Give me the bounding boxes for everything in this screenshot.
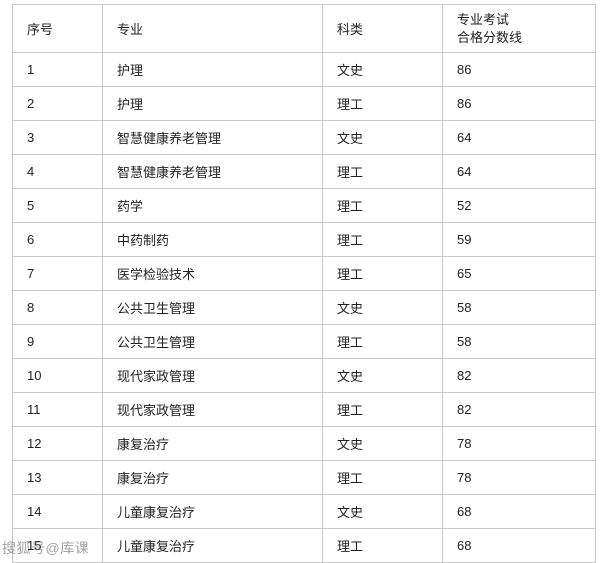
table-cell: 1 — [13, 53, 103, 87]
table-cell: 理工 — [323, 529, 443, 563]
table-row: 10现代家政管理文史82 — [13, 359, 596, 393]
table-body: 1护理文史862护理理工863智慧健康养老管理文史644智慧健康养老管理理工64… — [13, 53, 596, 563]
table-cell: 儿童康复治疗 — [103, 529, 323, 563]
table-row: 6中药制药理工59 — [13, 223, 596, 257]
table-cell: 6 — [13, 223, 103, 257]
table-row: 14儿童康复治疗文史68 — [13, 495, 596, 529]
table-cell: 10 — [13, 359, 103, 393]
table-cell: 13 — [13, 461, 103, 495]
col-header-category: 科类 — [323, 5, 443, 53]
table-row: 3智慧健康养老管理文史64 — [13, 121, 596, 155]
table-cell: 智慧健康养老管理 — [103, 121, 323, 155]
col-header-passline-line2: 合格分数线 — [457, 29, 581, 47]
table-row: 4智慧健康养老管理理工64 — [13, 155, 596, 189]
table-cell: 64 — [443, 121, 596, 155]
table-cell: 82 — [443, 359, 596, 393]
table-cell: 52 — [443, 189, 596, 223]
table-cell: 康复治疗 — [103, 461, 323, 495]
table-cell: 儿童康复治疗 — [103, 495, 323, 529]
table-cell: 中药制药 — [103, 223, 323, 257]
table-cell: 12 — [13, 427, 103, 461]
table-cell: 护理 — [103, 87, 323, 121]
table-cell: 护理 — [103, 53, 323, 87]
table-cell: 8 — [13, 291, 103, 325]
table-row: 15儿童康复治疗理工68 — [13, 529, 596, 563]
table-cell: 78 — [443, 461, 596, 495]
col-header-passline: 专业考试 合格分数线 — [443, 5, 596, 53]
col-header-index: 序号 — [13, 5, 103, 53]
table-cell: 68 — [443, 529, 596, 563]
table-cell: 文史 — [323, 121, 443, 155]
table-row: 13康复治疗理工78 — [13, 461, 596, 495]
col-header-major: 专业 — [103, 5, 323, 53]
table-row: 8公共卫生管理文史58 — [13, 291, 596, 325]
table-cell: 65 — [443, 257, 596, 291]
table-cell: 58 — [443, 325, 596, 359]
table-cell: 文史 — [323, 53, 443, 87]
table-cell: 康复治疗 — [103, 427, 323, 461]
table-cell: 64 — [443, 155, 596, 189]
table-cell: 59 — [443, 223, 596, 257]
table-cell: 86 — [443, 53, 596, 87]
table-cell: 智慧健康养老管理 — [103, 155, 323, 189]
table-cell: 82 — [443, 393, 596, 427]
table-cell: 理工 — [323, 223, 443, 257]
table-row: 5药学理工52 — [13, 189, 596, 223]
table-cell: 9 — [13, 325, 103, 359]
table-row: 12康复治疗文史78 — [13, 427, 596, 461]
table-cell: 理工 — [323, 189, 443, 223]
table-row: 2护理理工86 — [13, 87, 596, 121]
table-cell: 公共卫生管理 — [103, 291, 323, 325]
table-row: 11现代家政管理理工82 — [13, 393, 596, 427]
table-cell: 现代家政管理 — [103, 359, 323, 393]
table-row: 9公共卫生管理理工58 — [13, 325, 596, 359]
table-header-row: 序号 专业 科类 专业考试 合格分数线 — [13, 5, 596, 53]
table-cell: 文史 — [323, 427, 443, 461]
table-cell: 2 — [13, 87, 103, 121]
score-table: 序号 专业 科类 专业考试 合格分数线 1护理文史862护理理工863智慧健康养… — [12, 4, 596, 563]
table-cell: 医学检验技术 — [103, 257, 323, 291]
table-cell: 68 — [443, 495, 596, 529]
table-cell: 58 — [443, 291, 596, 325]
table-cell: 药学 — [103, 189, 323, 223]
table-cell: 14 — [13, 495, 103, 529]
table-cell: 5 — [13, 189, 103, 223]
table-cell: 4 — [13, 155, 103, 189]
table-row: 7医学检验技术理工65 — [13, 257, 596, 291]
table-cell: 理工 — [323, 155, 443, 189]
table-cell: 公共卫生管理 — [103, 325, 323, 359]
table-cell: 7 — [13, 257, 103, 291]
col-header-passline-line1: 专业考试 — [457, 11, 581, 29]
table-cell: 理工 — [323, 257, 443, 291]
table-cell: 文史 — [323, 291, 443, 325]
table-cell: 理工 — [323, 461, 443, 495]
table-cell: 理工 — [323, 393, 443, 427]
table-cell: 理工 — [323, 325, 443, 359]
table-cell: 文史 — [323, 359, 443, 393]
table-container: 序号 专业 科类 专业考试 合格分数线 1护理文史862护理理工863智慧健康养… — [0, 0, 608, 563]
table-cell: 86 — [443, 87, 596, 121]
table-cell: 11 — [13, 393, 103, 427]
watermark: 搜狐号@库课 — [0, 538, 89, 558]
table-cell: 文史 — [323, 495, 443, 529]
table-cell: 理工 — [323, 87, 443, 121]
table-row: 1护理文史86 — [13, 53, 596, 87]
table-cell: 现代家政管理 — [103, 393, 323, 427]
table-cell: 78 — [443, 427, 596, 461]
table-cell: 3 — [13, 121, 103, 155]
